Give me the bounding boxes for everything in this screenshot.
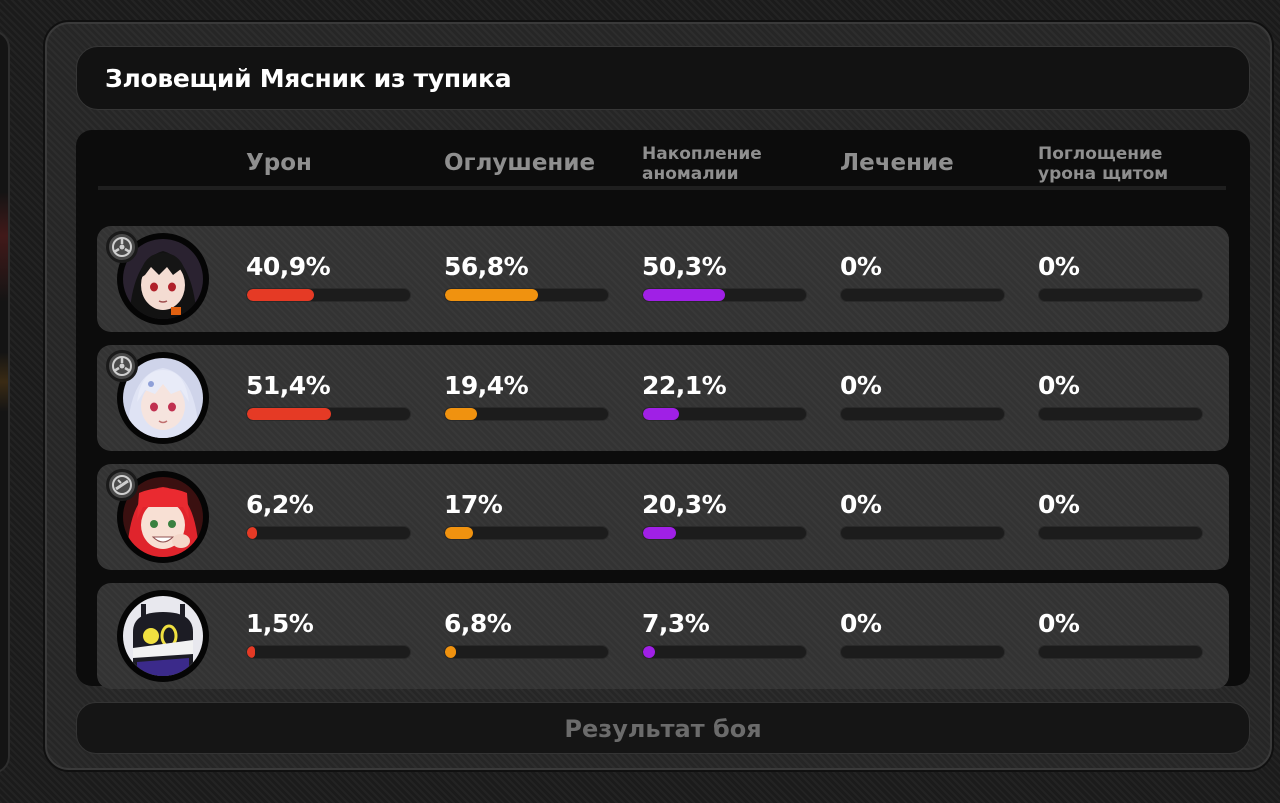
- shield-percent: 0%: [1038, 609, 1080, 638]
- battle-stats-panel: Зловещий Мясник из тупика Урон Оглушение Н…: [45, 22, 1272, 770]
- col-shield-header: Поглощение урона щитом: [1038, 144, 1169, 184]
- damage-percent: 40,9%: [246, 252, 331, 281]
- damage-percent: 6,2%: [246, 490, 314, 519]
- shield-progress-bar: [1038, 645, 1203, 659]
- stun-progress-bar: [444, 526, 609, 540]
- shield-percent: 0%: [1038, 252, 1080, 281]
- agent-row[interactable]: 1,5% 6,8% 7,3% 0% 0%: [97, 583, 1229, 689]
- bangboo-portrait: [123, 596, 203, 676]
- stun-progress-bar: [444, 407, 609, 421]
- shield-progress-bar: [1038, 407, 1203, 421]
- damage-progress-bar: [246, 526, 411, 540]
- anomaly-bar-fill: [643, 289, 725, 301]
- healing-progress-bar: [840, 407, 1005, 421]
- stun-bar-fill: [445, 527, 473, 539]
- anomaly-percent: 7,3%: [642, 609, 710, 638]
- anomaly-progress-bar: [642, 526, 807, 540]
- damage-percent: 51,4%: [246, 371, 331, 400]
- stun-percent: 17%: [444, 490, 503, 519]
- healing-percent: 0%: [840, 252, 882, 281]
- healing-percent: 0%: [840, 609, 882, 638]
- damage-bar-fill: [247, 646, 255, 658]
- agent-avatar: [117, 471, 209, 563]
- anomaly-percent: 50,3%: [642, 252, 727, 281]
- stun-progress-bar: [444, 288, 609, 302]
- healing-progress-bar: [840, 526, 1005, 540]
- anomaly-progress-bar: [642, 645, 807, 659]
- stun-percent: 19,4%: [444, 371, 529, 400]
- battle-result-label: Результат боя: [564, 715, 762, 743]
- col-stun-header: Оглушение: [444, 150, 596, 176]
- damage-bar-fill: [247, 408, 331, 420]
- anomaly-progress-bar: [642, 407, 807, 421]
- stun-progress-bar: [444, 645, 609, 659]
- damage-progress-bar: [246, 288, 411, 302]
- enemy-title: Зловещий Мясник из тупика: [105, 64, 512, 93]
- rupture-attribute-icon: [106, 350, 138, 382]
- agent-row[interactable]: 40,9% 56,8% 50,3% 0% 0%: [97, 226, 1229, 332]
- stun-attribute-icon: [106, 469, 138, 501]
- healing-progress-bar: [840, 645, 1005, 659]
- col-anomaly-header: Накопление аномалии: [642, 144, 762, 184]
- anomaly-bar-fill: [643, 646, 655, 658]
- shield-progress-bar: [1038, 288, 1203, 302]
- shield-percent: 0%: [1038, 371, 1080, 400]
- damage-progress-bar: [246, 407, 411, 421]
- damage-bar-fill: [247, 527, 258, 539]
- damage-bar-fill: [247, 289, 314, 301]
- stats-table: Урон Оглушение Накопление аномалии Лечение По…: [76, 130, 1250, 689]
- stun-bar-fill: [445, 646, 457, 658]
- shield-progress-bar: [1038, 526, 1203, 540]
- silver-haired-agent-portrait: [123, 358, 203, 438]
- stun-percent: 6,8%: [444, 609, 512, 638]
- stun-bar-fill: [445, 289, 538, 301]
- anomaly-bar-fill: [643, 408, 680, 420]
- agent-row[interactable]: 6,2% 17% 20,3% 0% 0%: [97, 464, 1229, 570]
- agent-avatar: [117, 233, 209, 325]
- stun-bar-fill: [445, 408, 477, 420]
- anomaly-bar-fill: [643, 527, 677, 539]
- shield-percent: 0%: [1038, 490, 1080, 519]
- side-panel-edge: [0, 30, 10, 774]
- agent-row[interactable]: 51,4% 19,4% 22,1% 0% 0%: [97, 345, 1229, 451]
- col-healing-header: Лечение: [840, 150, 954, 176]
- col-damage-header: Урон: [246, 150, 312, 176]
- rupture-attribute-icon: [106, 231, 138, 263]
- healing-progress-bar: [840, 288, 1005, 302]
- anomaly-progress-bar: [642, 288, 807, 302]
- stun-percent: 56,8%: [444, 252, 529, 281]
- damage-progress-bar: [246, 645, 411, 659]
- anomaly-percent: 20,3%: [642, 490, 727, 519]
- header-divider: [98, 186, 1226, 190]
- healing-percent: 0%: [840, 371, 882, 400]
- battle-result-button[interactable]: Результат боя: [76, 702, 1250, 754]
- damage-percent: 1,5%: [246, 609, 314, 638]
- agent-avatar: [117, 590, 209, 682]
- title-bar: Зловещий Мясник из тупика: [76, 46, 1250, 110]
- healing-percent: 0%: [840, 490, 882, 519]
- anomaly-percent: 22,1%: [642, 371, 727, 400]
- agent-avatar: [117, 352, 209, 444]
